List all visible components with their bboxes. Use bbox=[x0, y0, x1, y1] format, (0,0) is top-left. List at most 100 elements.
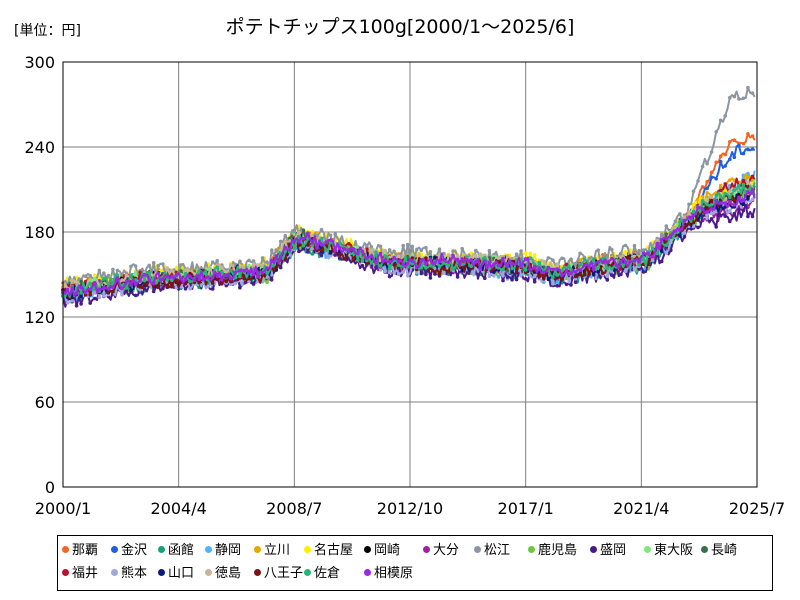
legend-item-立川: 立川 bbox=[254, 543, 290, 559]
data-point bbox=[732, 211, 737, 216]
data-point bbox=[551, 282, 555, 286]
data-point bbox=[315, 245, 319, 250]
data-point bbox=[705, 199, 709, 204]
data-point bbox=[746, 190, 750, 194]
data-point bbox=[106, 291, 111, 295]
data-point bbox=[102, 294, 106, 298]
data-point bbox=[156, 263, 161, 268]
data-point bbox=[746, 132, 750, 136]
data-point bbox=[347, 242, 351, 246]
data-point bbox=[696, 225, 700, 230]
data-point bbox=[165, 283, 170, 288]
data-point bbox=[687, 222, 691, 226]
data-point bbox=[446, 253, 451, 258]
data-point bbox=[587, 256, 591, 261]
data-point bbox=[138, 285, 142, 289]
data-point bbox=[301, 244, 306, 248]
data-point bbox=[401, 253, 406, 257]
data-point bbox=[215, 265, 219, 270]
data-point bbox=[433, 261, 437, 265]
data-point bbox=[700, 164, 705, 169]
data-point bbox=[637, 263, 641, 267]
data-point bbox=[646, 251, 650, 256]
data-point bbox=[306, 250, 310, 254]
data-point bbox=[741, 202, 746, 206]
data-point bbox=[455, 257, 460, 262]
data-point bbox=[88, 278, 92, 282]
data-point bbox=[510, 278, 514, 282]
data-point bbox=[478, 267, 483, 272]
legend-label: 東大阪 bbox=[654, 543, 694, 558]
data-point bbox=[265, 260, 269, 265]
data-point bbox=[392, 271, 396, 275]
data-point bbox=[605, 260, 610, 265]
data-point bbox=[79, 279, 83, 284]
data-point bbox=[691, 202, 696, 207]
data-point bbox=[319, 253, 324, 257]
data-point bbox=[655, 238, 659, 243]
data-point bbox=[709, 217, 714, 221]
data-point bbox=[297, 243, 301, 248]
data-point bbox=[215, 258, 219, 263]
data-point bbox=[709, 203, 714, 207]
data-point bbox=[514, 252, 519, 256]
data-point bbox=[310, 246, 315, 251]
data-point bbox=[555, 281, 560, 285]
data-point bbox=[555, 267, 560, 271]
data-point bbox=[70, 298, 74, 303]
data-point bbox=[65, 287, 70, 292]
data-point bbox=[455, 254, 460, 258]
data-point bbox=[138, 278, 142, 283]
data-point bbox=[419, 265, 424, 270]
data-point bbox=[687, 210, 691, 214]
data-point bbox=[328, 254, 333, 258]
legend-label: 静岡 bbox=[215, 543, 242, 558]
data-point bbox=[174, 272, 179, 277]
legend-marker bbox=[111, 546, 118, 553]
legend-item-那覇: 那覇 bbox=[62, 543, 98, 559]
data-point bbox=[197, 277, 201, 282]
data-point bbox=[623, 260, 628, 265]
legend-marker bbox=[158, 569, 165, 576]
data-point bbox=[283, 233, 288, 238]
data-point bbox=[510, 261, 514, 266]
data-point bbox=[392, 255, 396, 260]
data-point bbox=[79, 291, 83, 295]
data-point bbox=[328, 238, 333, 242]
data-point bbox=[278, 239, 283, 244]
data-point bbox=[79, 294, 83, 299]
data-point bbox=[709, 175, 714, 180]
data-point bbox=[297, 235, 301, 239]
data-point bbox=[161, 277, 165, 282]
data-point bbox=[396, 272, 401, 276]
data-point bbox=[319, 236, 324, 241]
data-point bbox=[442, 258, 446, 262]
data-point bbox=[269, 258, 274, 263]
data-point bbox=[718, 183, 723, 188]
data-point bbox=[551, 275, 555, 280]
data-point bbox=[728, 140, 732, 144]
data-point bbox=[709, 150, 714, 154]
data-point bbox=[632, 243, 637, 248]
data-point bbox=[333, 248, 338, 253]
data-point bbox=[650, 258, 655, 263]
data-point bbox=[174, 265, 179, 270]
data-point bbox=[737, 143, 741, 148]
data-point bbox=[156, 285, 161, 290]
y-tick-label: 60 bbox=[35, 393, 55, 412]
data-point bbox=[197, 269, 201, 273]
data-point bbox=[714, 199, 718, 203]
data-point bbox=[483, 255, 487, 260]
data-point bbox=[310, 243, 315, 248]
data-point bbox=[183, 287, 188, 291]
legend-item-福井: 福井 bbox=[62, 566, 98, 582]
data-point bbox=[93, 273, 97, 278]
data-point bbox=[328, 233, 333, 238]
data-point bbox=[451, 267, 455, 271]
data-point bbox=[188, 274, 192, 279]
data-point bbox=[623, 250, 628, 254]
data-point bbox=[83, 274, 88, 279]
data-point bbox=[310, 230, 315, 234]
data-point bbox=[233, 262, 238, 267]
